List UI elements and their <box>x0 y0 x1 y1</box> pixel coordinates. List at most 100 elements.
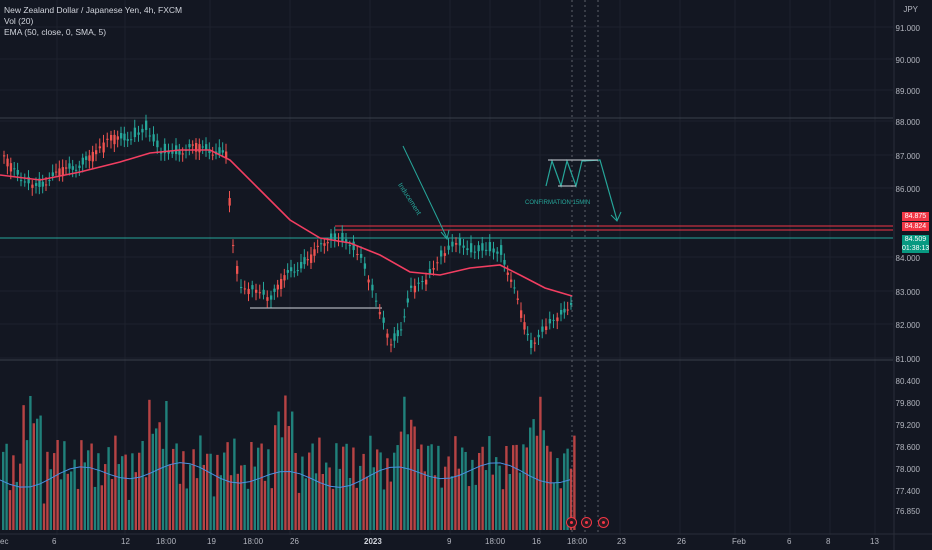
volume-bar <box>5 443 8 530</box>
candle-body <box>106 138 109 140</box>
candle-body <box>35 183 38 186</box>
candle-body <box>225 151 228 159</box>
volume-bar <box>406 434 409 530</box>
volume-bar <box>202 464 205 530</box>
candle-body <box>481 243 484 251</box>
candle-body <box>367 279 370 283</box>
candle-body <box>160 152 163 154</box>
volume-bar <box>257 447 260 530</box>
volume-bar <box>25 440 29 530</box>
candle-body <box>492 248 495 253</box>
candle-body <box>137 132 140 135</box>
volume-bar <box>352 447 355 530</box>
volume-bar <box>505 446 508 530</box>
price-label: 90.000 <box>895 56 920 65</box>
candle-body <box>141 128 144 133</box>
candle-body <box>61 167 64 177</box>
volume-bar <box>389 481 392 530</box>
candle-body <box>13 168 16 170</box>
projection-path <box>545 158 618 221</box>
candle-body <box>330 233 333 240</box>
candle-body <box>221 150 224 153</box>
volume-bar <box>8 490 12 530</box>
time-label: 18:00 <box>567 537 588 546</box>
candle-body <box>462 245 465 248</box>
volume-bar <box>308 452 311 530</box>
volume-bar <box>110 479 114 530</box>
candle-body <box>195 143 198 152</box>
volume-bar <box>325 462 328 530</box>
price-tag-red: 84.824 <box>902 222 929 231</box>
price-label: 77.400 <box>895 487 920 496</box>
candle-body <box>316 245 319 247</box>
volume-ma-line <box>0 462 571 488</box>
confirmation-annotation[interactable]: CONFIRMATION 15MIN <box>525 200 591 206</box>
price-label: 83.000 <box>895 288 920 297</box>
candle-body <box>386 333 389 338</box>
volume-bar <box>70 471 73 530</box>
time-label: 26 <box>677 537 686 546</box>
volume-bar <box>49 469 52 530</box>
volume-bar <box>2 451 5 530</box>
volume-indicator-label[interactable]: Vol (20) <box>4 16 34 26</box>
volume-bar <box>294 453 297 530</box>
volume-bar <box>209 453 212 530</box>
price-label: 79.200 <box>895 421 920 430</box>
volume-bar <box>182 451 185 530</box>
volume-bar <box>535 435 539 530</box>
candle-body <box>31 184 34 188</box>
price-label: 82.000 <box>895 321 920 330</box>
candle-body <box>211 154 214 156</box>
volume-bar <box>274 425 277 530</box>
candle-body <box>9 163 13 172</box>
price-label: 81.000 <box>895 355 920 364</box>
candle-body <box>78 165 81 169</box>
volume-bar <box>450 476 454 530</box>
candle-body <box>466 248 469 251</box>
candle-body <box>68 163 71 169</box>
volume-bar <box>522 444 525 530</box>
volume-bar <box>246 488 250 530</box>
volume-bar <box>372 467 375 530</box>
candle-body <box>270 295 273 300</box>
candle-body <box>428 269 432 274</box>
candle-body <box>23 181 27 183</box>
volume-bar <box>569 468 573 530</box>
symbol-title[interactable]: New Zealand Dollar / Japanese Yen, 4h, F… <box>4 5 183 15</box>
volume-bar <box>175 443 178 530</box>
price-label: 78.600 <box>895 443 920 452</box>
candle-body <box>537 334 540 338</box>
volume-bar <box>440 487 443 530</box>
event-marker-icon[interactable] <box>581 517 592 528</box>
ema-indicator-label[interactable]: EMA (50, close, 0, SMA, 5) <box>4 27 107 37</box>
volume-bar <box>355 487 358 530</box>
price-label: 88.000 <box>895 118 920 127</box>
candle-body <box>548 318 552 324</box>
event-marker-icon[interactable] <box>566 517 577 528</box>
candle-body <box>300 261 303 269</box>
volume-bar <box>396 445 399 530</box>
volume-bar <box>345 443 348 530</box>
volume-bar <box>447 456 450 530</box>
event-marker-icon[interactable] <box>598 517 609 528</box>
volume-bar <box>423 471 426 530</box>
candle-body <box>306 259 309 261</box>
candle-body <box>273 288 276 292</box>
price-label: 86.000 <box>895 185 920 194</box>
volume-bar <box>39 415 42 530</box>
candle-body <box>451 241 454 247</box>
volume-bar <box>185 488 188 530</box>
volume-bar <box>114 435 117 530</box>
candle-body <box>396 330 399 337</box>
volume-bar <box>348 477 352 530</box>
candle-body <box>113 134 116 145</box>
candle-body <box>313 249 316 256</box>
candle-body <box>247 288 250 295</box>
candle-body <box>417 282 420 284</box>
candle-body <box>488 242 492 252</box>
volume-bar <box>525 447 528 530</box>
candle-body <box>485 249 488 251</box>
candle-body <box>102 142 105 153</box>
volume-bar <box>420 444 423 530</box>
